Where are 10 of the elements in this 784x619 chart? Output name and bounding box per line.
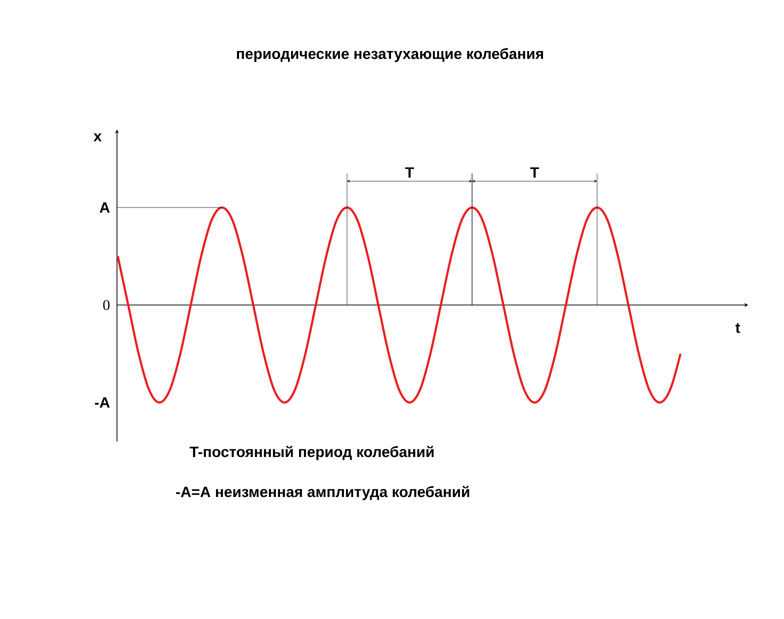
text: T-постоянный период колебаний: [190, 446, 434, 460]
text: A: [100, 202, 110, 213]
chart-title: периодические незатухающие колебания: [236, 48, 544, 62]
text: -A=A неизменная амплитуда колебаний: [176, 486, 470, 500]
text: T: [405, 167, 414, 178]
x-axis-title: t: [735, 323, 740, 334]
text: 0: [103, 300, 110, 310]
text: -A: [94, 397, 110, 408]
y-axis-title: x: [94, 133, 102, 142]
text: T: [530, 167, 540, 178]
